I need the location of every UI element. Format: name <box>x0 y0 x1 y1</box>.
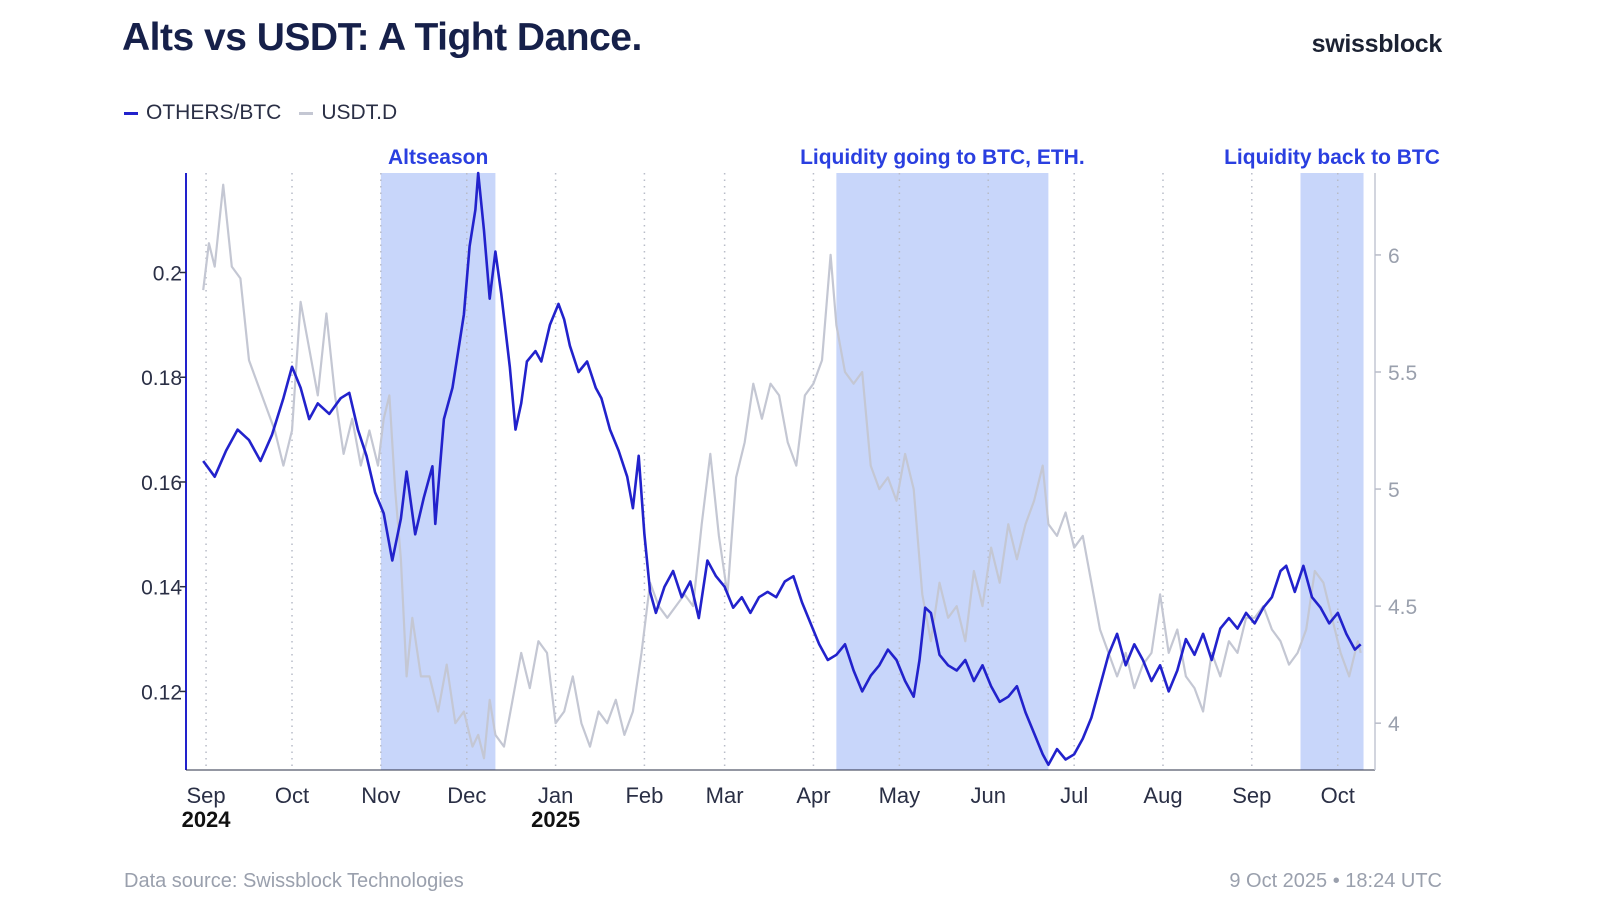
x-tick-label-2: Oct <box>275 783 309 808</box>
y-left-tick-label-5: 0.2 <box>153 263 182 286</box>
y-left-tick-label-4: 0.18 <box>141 367 182 390</box>
x-tick-label-11: Jul <box>1060 783 1088 808</box>
x-tick-label-14: Oct <box>1321 783 1355 808</box>
x-tick-label-13: Sep <box>1232 783 1271 808</box>
x-year-label-1: 2024 <box>182 807 232 832</box>
region-label-3: Liquidity back to BTC <box>1224 146 1440 169</box>
x-tick-label-6: Feb <box>625 783 663 808</box>
series-line-usdt-d <box>202 183 1362 760</box>
x-tick-label-7: Mar <box>706 783 744 808</box>
shaded-region-3 <box>1300 173 1364 770</box>
x-tick-label-4: Dec <box>447 783 486 808</box>
legend-label-usdt-d: USDT.D <box>321 101 398 124</box>
legend-swatch-others-btc <box>124 111 138 115</box>
x-year-label-5: 2025 <box>531 807 580 832</box>
x-tick-label-1: Sep <box>186 783 225 808</box>
x-tick-label-10: Jun <box>970 783 1005 808</box>
y-right-tick-label-4: 5.5 <box>1388 362 1417 385</box>
region-label-1: Altseason <box>388 146 488 169</box>
y-left-tick-label-2: 0.14 <box>141 577 182 600</box>
y-right-tick-label-3: 5 <box>1388 479 1400 502</box>
chart-title: Alts vs USDT: A Tight Dance. <box>122 16 642 59</box>
brand-logo: swissblock <box>1311 30 1443 58</box>
y-left-tick-label-1: 0.12 <box>141 681 182 704</box>
legend-item-usdt-d: USDT.D <box>299 101 397 125</box>
y-right-tick-label-1: 4 <box>1388 713 1400 736</box>
legend-item-others-btc: OTHERS/BTC <box>124 101 281 125</box>
chart-legend: OTHERS/BTC USDT.D <box>124 101 397 125</box>
y-right-tick-label-2: 4.5 <box>1388 596 1417 619</box>
timestamp: 9 Oct 2025 • 18:24 UTC <box>1229 870 1442 892</box>
x-tick-label-12: Aug <box>1143 783 1182 808</box>
x-tick-label-5: Jan <box>538 783 573 808</box>
legend-swatch-usdt-d <box>299 111 314 115</box>
legend-label-others-btc: OTHERS/BTC <box>146 101 282 124</box>
x-tick-label-3: Nov <box>361 783 400 808</box>
shaded-region-1 <box>380 173 496 770</box>
x-tick-label-9: May <box>879 783 921 808</box>
y-left-tick-label-3: 0.16 <box>141 472 182 495</box>
y-right-tick-label-5: 6 <box>1388 245 1400 268</box>
series-line-others-btc <box>202 171 1362 767</box>
region-label-2: Liquidity going to BTC, ETH. <box>800 146 1085 169</box>
data-source: Data source: Swissblock Technologies <box>124 870 464 892</box>
x-tick-label-8: Apr <box>796 783 830 808</box>
